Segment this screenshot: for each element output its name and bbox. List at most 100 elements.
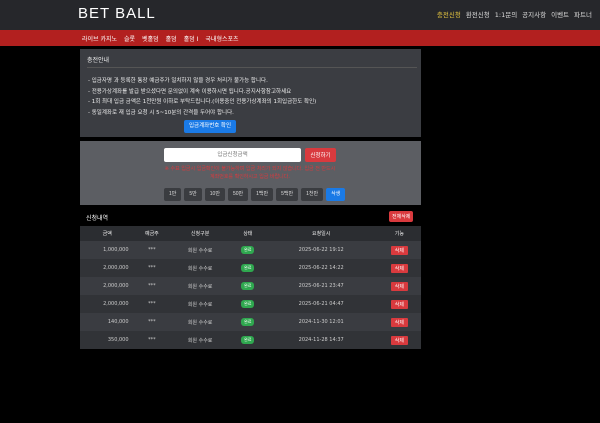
amount-cell: 2,000,000 bbox=[80, 277, 135, 295]
status-badge: 완료 bbox=[241, 318, 255, 326]
notice-line: - 입금자명 과 등록한 통장 예금주가 일치하지 않을 경우 처리가 불가능 … bbox=[88, 78, 268, 84]
type-cell: 회원 수수료 bbox=[169, 277, 231, 295]
date-cell: 2025-06-21 23:47 bbox=[264, 277, 378, 295]
action-cell: 삭제 bbox=[377, 295, 421, 313]
date-cell: 2024-11-30 12:01 bbox=[264, 313, 378, 331]
holder-cell: *** bbox=[134, 241, 170, 259]
header: BET BALL 충전신청 환전신청 1:1문의 공지사항 이벤트 파트너 bbox=[0, 0, 600, 30]
topnav-item[interactable]: 환전신청 bbox=[465, 11, 490, 19]
apply-button[interactable]: 신청하기 bbox=[305, 148, 336, 162]
topnav-item[interactable]: 파트너 bbox=[574, 11, 592, 19]
amount-chip[interactable]: 5만 bbox=[184, 188, 202, 201]
amount-cell: 350,000 bbox=[80, 331, 135, 349]
type-cell: 회원 수수료 bbox=[169, 313, 231, 331]
column-header: 상태 bbox=[231, 226, 265, 241]
date-cell: 2025-06-22 14:22 bbox=[264, 259, 378, 277]
amount-chip[interactable]: 10만 bbox=[204, 188, 225, 201]
nav-item[interactable]: 홀덤 I bbox=[183, 36, 199, 43]
divider bbox=[87, 67, 417, 68]
notice-line: - 1회 최대 입금 금액은 1천만원 이하로 부탁드립니다.(이용중인 전용가… bbox=[88, 99, 317, 105]
action-cell: 삭제 bbox=[377, 313, 421, 331]
type-cell: 회원 수수료 bbox=[169, 295, 231, 313]
holder-cell: *** bbox=[134, 295, 170, 313]
amount-cell: 1,000,000 bbox=[80, 241, 135, 259]
action-cell: 삭제 bbox=[377, 277, 421, 295]
action-cell: 삭제 bbox=[377, 259, 421, 277]
status-badge: 완료 bbox=[241, 282, 255, 290]
delete-button[interactable]: 삭제 bbox=[390, 299, 408, 309]
check-account-button[interactable]: 입금계좌번호 확인 bbox=[184, 120, 237, 133]
notice-line: - 전용가상계좌를 발급 받으셨다면 문의없이 계속 이용하시면 됩니다.공지사… bbox=[88, 88, 292, 95]
table-row: 350,000 *** 회원 수수료 완료 2024-11-28 14:37 삭제 bbox=[80, 331, 421, 349]
column-header: 예금주 bbox=[134, 226, 170, 241]
status-cell: 완료 bbox=[231, 259, 265, 277]
status-badge: 완료 bbox=[241, 264, 255, 272]
amount-chip[interactable]: 1만 bbox=[164, 188, 182, 201]
top-nav: 충전신청 환전신청 1:1문의 공지사항 이벤트 파트너 bbox=[437, 9, 592, 19]
topnav-item[interactable]: 충전신청 bbox=[436, 11, 461, 19]
status-cell: 완료 bbox=[231, 277, 265, 295]
action-cell: 삭제 bbox=[377, 241, 421, 259]
delete-button[interactable]: 삭제 bbox=[390, 335, 408, 345]
column-header: 신청구분 bbox=[169, 226, 231, 241]
amount-cell: 2,000,000 bbox=[80, 259, 135, 277]
amount-chip[interactable]: 5백만 bbox=[276, 188, 299, 201]
table-row: 2,000,000 *** 회원 수수료 완료 2025-06-22 14:22 삭제 bbox=[80, 259, 421, 277]
holder-cell: *** bbox=[134, 277, 170, 295]
date-cell: 2025-06-22 19:12 bbox=[264, 241, 378, 259]
column-header: 기능 bbox=[377, 226, 421, 241]
holder-cell: *** bbox=[134, 313, 170, 331]
status-cell: 완료 bbox=[231, 313, 265, 331]
nav-item[interactable]: 벳홀덤 bbox=[142, 36, 159, 43]
delete-button[interactable]: 삭제 bbox=[390, 263, 408, 273]
notice-panel: 충전안내 - 입금자명 과 등록한 통장 예금주가 일치하지 않을 경우 처리가… bbox=[80, 49, 421, 137]
delete-button[interactable]: 삭제 bbox=[390, 245, 408, 255]
action-cell: 삭제 bbox=[377, 331, 421, 349]
topnav-item[interactable]: 공지사항 bbox=[522, 11, 547, 19]
nav-item[interactable]: 슬롯 bbox=[124, 36, 136, 43]
notice-line: - 동일계좌로 재 입금 요청 시 5~10분의 간격을 두어야 합니다. bbox=[88, 109, 234, 116]
holder-cell: *** bbox=[134, 331, 170, 349]
amount-chip[interactable]: 1백만 bbox=[251, 188, 274, 201]
status-cell: 완료 bbox=[231, 295, 265, 313]
status-badge: 완료 bbox=[241, 300, 255, 308]
column-header: 금액 bbox=[80, 226, 135, 241]
type-cell: 회원 수수료 bbox=[169, 241, 231, 259]
amount-chips: 1만 5만 10만 50만 1백만 5백만 1천만 삭생 bbox=[164, 188, 346, 201]
deposit-form: 신청하기 ※ 수표 입금시 입금확인이 불가능하며 입금 처리가 되지 않습니다… bbox=[80, 141, 421, 205]
amount-cell: 2,000,000 bbox=[80, 295, 135, 313]
notice-title: 충전안내 bbox=[87, 57, 110, 64]
nav-item[interactable]: 국내형스포츠 bbox=[205, 36, 239, 43]
history-title: 신청내역 bbox=[86, 215, 109, 222]
topnav-item[interactable]: 1:1문의 bbox=[494, 11, 518, 19]
delete-all-button[interactable]: 전체삭제 bbox=[389, 211, 414, 222]
nav-item[interactable]: 라이브 카지노 bbox=[82, 36, 118, 43]
type-cell: 회원 수수료 bbox=[169, 259, 231, 277]
delete-button[interactable]: 삭제 bbox=[390, 317, 408, 327]
notice-lines: - 입금자명 과 등록한 통장 예금주가 일치하지 않을 경우 처리가 불가능 … bbox=[88, 76, 316, 118]
amount-chip[interactable]: 50만 bbox=[227, 188, 249, 201]
status-cell: 완료 bbox=[231, 241, 265, 259]
type-cell: 회원 수수료 bbox=[169, 331, 231, 349]
topnav-item[interactable]: 이벤트 bbox=[551, 11, 570, 19]
amount-chip[interactable]: 삭생 bbox=[326, 188, 346, 201]
amount-chip[interactable]: 1천만 bbox=[301, 188, 324, 201]
column-header: 요청일시 bbox=[264, 226, 378, 241]
status-badge: 완료 bbox=[241, 336, 255, 344]
amount-cell: 140,000 bbox=[80, 313, 135, 331]
warning-text: ※ 수표 입금시 입금확인이 불가능하며 입금 처리가 되지 않습니다. 입금 … bbox=[164, 166, 336, 180]
table-row: 1,000,000 *** 회원 수수료 완료 2025-06-22 19:12 삭제 bbox=[80, 241, 421, 259]
table-row: 2,000,000 *** 회원 수수료 완료 2025-06-21 04:47 삭제 bbox=[80, 295, 421, 313]
status-badge: 완료 bbox=[241, 246, 255, 254]
logo[interactable]: BET BALL bbox=[78, 5, 156, 22]
date-cell: 2024-11-28 14:37 bbox=[264, 331, 378, 349]
nav-item[interactable]: 홀덤 bbox=[165, 36, 177, 43]
amount-input[interactable] bbox=[164, 148, 301, 162]
delete-button[interactable]: 삭제 bbox=[390, 281, 408, 291]
table-row: 2,000,000 *** 회원 수수료 완료 2025-06-21 23:47 삭제 bbox=[80, 277, 421, 295]
holder-cell: *** bbox=[134, 259, 170, 277]
status-cell: 완료 bbox=[231, 331, 265, 349]
date-cell: 2025-06-21 04:47 bbox=[264, 295, 378, 313]
table-row: 140,000 *** 회원 수수료 완료 2024-11-30 12:01 삭제 bbox=[80, 313, 421, 331]
history-table: 금액 예금주 신청구분 상태 요청일시 기능 1,000,000 *** 회원 수수료 완료 202… bbox=[80, 226, 421, 349]
